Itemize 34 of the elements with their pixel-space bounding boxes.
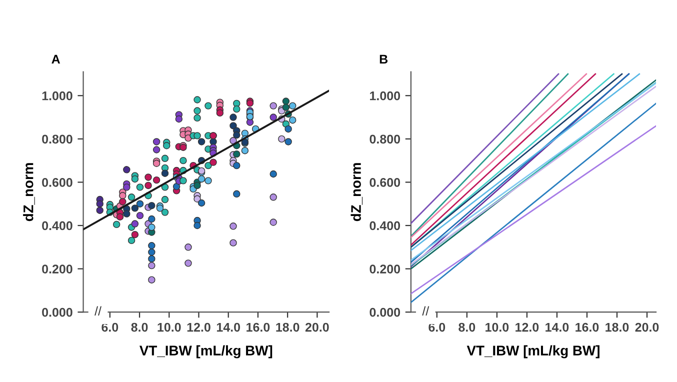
x-tick-label: 16.0: [576, 322, 599, 332]
chart-title: B: [380, 54, 388, 64]
x-tick-label: 16.0: [246, 322, 270, 332]
y-axis-title: dZ_norm: [350, 163, 362, 222]
y-tick-label: 0.000: [42, 308, 72, 317]
chart-title: A: [52, 54, 60, 64]
x-axis-title: VT_IBW [mL/kg BW]: [140, 345, 272, 358]
x-tick-label: 12.0: [187, 322, 210, 332]
y-tick-label: 0.400: [370, 221, 400, 230]
x-tick-label: 10.0: [158, 322, 181, 332]
y-tick-label: 1.000: [42, 91, 72, 100]
y-tick-label: 0.200: [42, 264, 72, 274]
y-tick-label: 0.200: [370, 264, 400, 274]
y-tick-label: 0.000: [370, 308, 400, 317]
x-tick-label: 10.0: [486, 322, 509, 332]
annotation: //: [422, 306, 430, 316]
x-axis-title: VT_IBW [mL/kg BW]: [466, 345, 600, 358]
y-axis-title: dZ_norm: [23, 163, 35, 222]
x-tick-label: 8.0: [131, 322, 148, 332]
y-tick-label: 0.400: [42, 221, 72, 230]
y-tick-label: 0.800: [42, 134, 72, 144]
x-tick-label: 20.0: [305, 322, 329, 332]
x-tick-label: 18.0: [276, 322, 300, 332]
x-tick-label: 14.0: [546, 322, 569, 332]
x-tick-label: 8.0: [458, 322, 476, 332]
y-tick-label: 0.600: [42, 178, 72, 187]
x-tick-label: 12.0: [516, 322, 539, 332]
annotation: //: [94, 306, 102, 316]
y-tick-label: 0.600: [370, 178, 400, 187]
x-tick-label: 18.0: [606, 322, 629, 332]
x-tick-label: 20.0: [635, 322, 659, 332]
y-tick-label: 0.800: [370, 134, 400, 144]
y-tick-label: 1.000: [370, 91, 400, 100]
x-tick-label: 14.0: [216, 322, 240, 332]
